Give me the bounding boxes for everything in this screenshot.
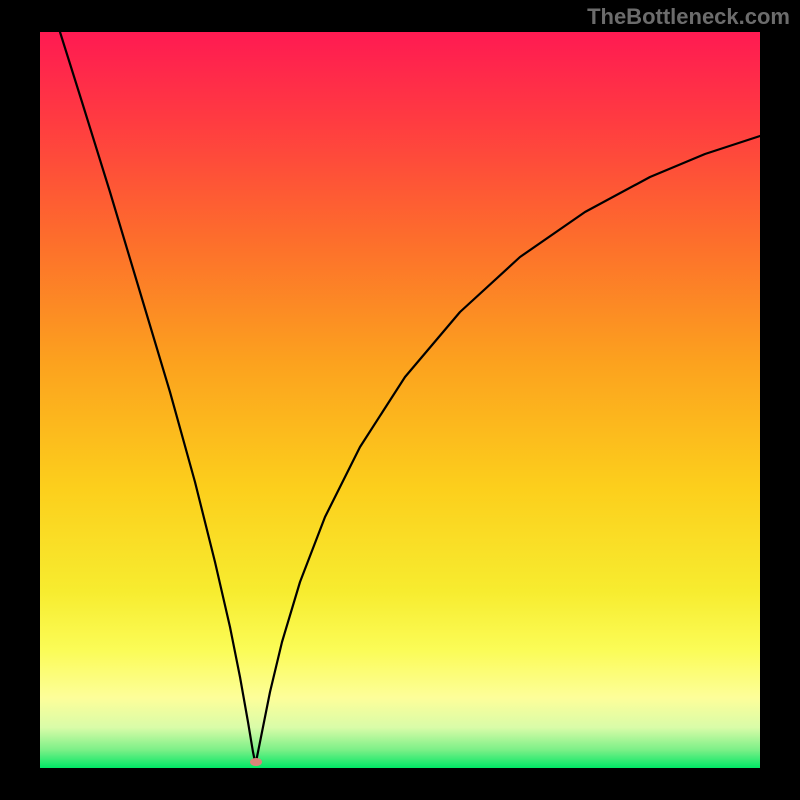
minimum-marker	[250, 758, 262, 766]
curve-line	[40, 32, 760, 768]
chart-frame: TheBottleneck.com	[0, 0, 800, 800]
plot-area	[40, 32, 760, 768]
watermark-text: TheBottleneck.com	[587, 4, 790, 30]
